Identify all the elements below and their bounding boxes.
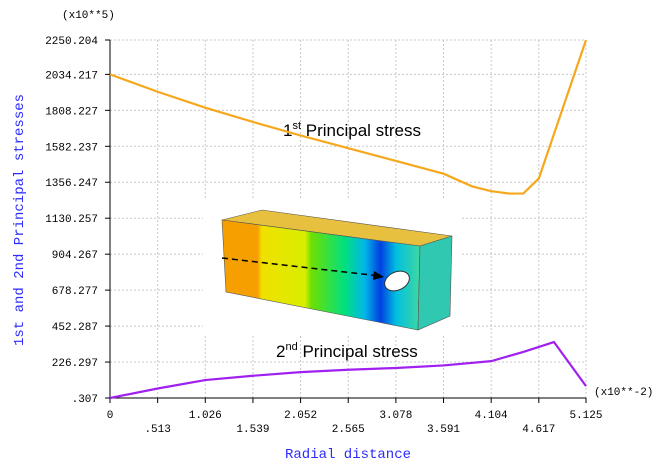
x-tick-label: 4.617	[522, 424, 555, 436]
y-tick-label: 2034.217	[45, 70, 98, 82]
beam-side	[418, 236, 452, 330]
inset-image	[203, 198, 462, 336]
x-tick-label: 5.125	[569, 410, 602, 422]
x-tick-label: 1.539	[236, 424, 269, 436]
page: .307 226.297 452.287 678.277 904.267 1130.257…	[0, 0, 670, 466]
annotation-sup: st	[292, 120, 301, 132]
annotation: 2nd Principal stress	[276, 341, 418, 361]
x-scale-label: (x10**-2)	[594, 387, 653, 399]
y-tick-label: 452.287	[52, 322, 98, 334]
x-tick-label: 3.591	[427, 424, 460, 436]
y-tick-label: .307	[72, 394, 98, 406]
y-tick-label: 1130.257	[45, 214, 98, 226]
x-tick-label: 0	[107, 410, 114, 422]
y-tick-label: 2250.204	[45, 36, 98, 48]
y-tick-label: 1356.247	[45, 178, 98, 190]
annotation-part: Principal stress	[298, 342, 418, 361]
annotation-part: 2	[276, 342, 285, 361]
annotation-part: Principal stress	[301, 121, 421, 140]
y-axis-label: 1st and 2nd Principal stresses	[12, 94, 28, 346]
x-tick-label: 3.078	[379, 410, 412, 422]
x-axis-label: Radial distance	[285, 447, 411, 463]
y-tick-label: 226.297	[52, 358, 98, 370]
y-tick-label: 1582.237	[45, 142, 98, 154]
y-tick-label: 678.277	[52, 286, 98, 298]
x-tick-label: .513	[144, 424, 170, 436]
x-tick-label: 2.052	[284, 410, 317, 422]
chart: .307 226.297 452.287 678.277 904.267 1130.257…	[0, 0, 670, 466]
x-tick-label: 4.104	[475, 410, 508, 422]
x-tick-label: 1.026	[189, 410, 222, 422]
annotation-sup: nd	[285, 341, 297, 353]
y-scale-label: (x10**5)	[62, 10, 115, 22]
x-tick-label: 2.565	[332, 424, 365, 436]
y-tick-label: 1808.227	[45, 106, 98, 118]
y-tick-label: 904.267	[52, 250, 98, 262]
